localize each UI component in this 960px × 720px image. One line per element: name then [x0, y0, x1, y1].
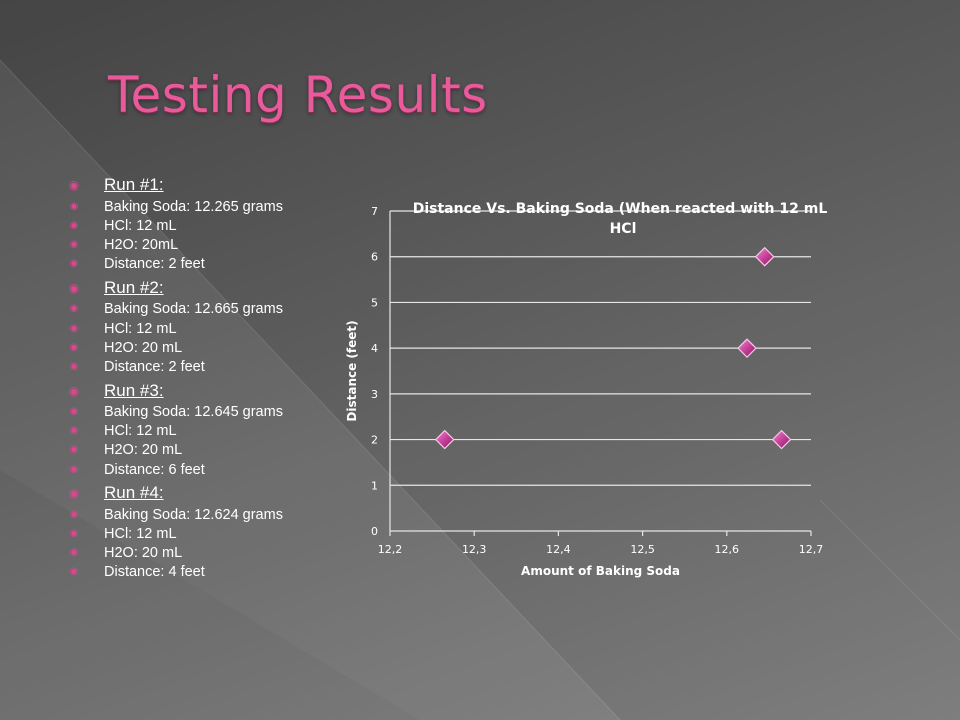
x-tick-label: 12,3: [462, 543, 487, 556]
run-detail-item: ◉ H2O: 20mL: [68, 235, 328, 254]
bullet-icon: ◉: [69, 463, 79, 475]
y-tick-label: 0: [371, 525, 378, 538]
slide-title: Testing Results: [108, 66, 488, 124]
bullet-icon: ◉: [69, 303, 79, 315]
x-tick-label: 12,2: [378, 543, 403, 556]
run-detail-text: Distance: 6 feet: [104, 461, 205, 478]
x-tick-label: 12,5: [630, 543, 655, 556]
y-axis-label: Distance (feet): [345, 320, 359, 421]
run-detail-item: ◉ HCl: 12 mL: [68, 216, 328, 235]
bullet-icon: ◉: [69, 508, 79, 520]
bullet-icon: ◉: [69, 566, 79, 578]
run-detail-item: ◉ HCl: 12 mL: [68, 524, 328, 543]
run-heading: ◉ Run #1:: [68, 173, 328, 197]
bullet-icon: ◉: [68, 486, 80, 501]
run-detail-item: ◉ HCl: 12 mL: [68, 319, 328, 338]
run-detail-text: H2O: 20 mL: [104, 339, 183, 356]
run-detail-item: ◉ Distance: 2 feet: [68, 255, 328, 274]
run-heading-label: Run #4:: [104, 483, 164, 503]
bullet-icon: ◉: [69, 406, 79, 418]
run-detail-text: Baking Soda: 12.624 grams: [104, 506, 283, 523]
x-axis-label: Amount of Baking Soda: [521, 564, 680, 578]
x-tick-label: 12,6: [715, 543, 740, 556]
x-tick-label: 12,4: [546, 543, 571, 556]
run-detail-item: ◉ Baking Soda: 12.265 grams: [68, 197, 328, 216]
run-heading-label: Run #3:: [104, 380, 164, 400]
run-detail-item: ◉ Baking Soda: 12.624 grams: [68, 505, 328, 524]
run-detail-text: H2O: 20 mL: [104, 545, 183, 562]
run-detail-text: HCl: 12 mL: [104, 423, 177, 440]
run-detail-text: HCl: 12 mL: [104, 217, 177, 234]
bullet-icon: ◉: [69, 425, 79, 437]
run-detail-text: HCl: 12 mL: [104, 526, 177, 543]
run-heading: ◉ Run #3:: [68, 379, 328, 403]
y-tick-label: 6: [371, 251, 378, 264]
run-detail-text: Baking Soda: 12.665 grams: [104, 301, 283, 318]
data-point-diamond: [434, 429, 455, 450]
run-detail-item: ◉ Baking Soda: 12.665 grams: [68, 300, 328, 319]
run-detail-text: Baking Soda: 12.645 grams: [104, 404, 283, 421]
bullet-icon: ◉: [68, 383, 80, 398]
run-heading: ◉ Run #2:: [68, 276, 328, 300]
run-detail-text: Distance: 2 feet: [104, 256, 205, 273]
run-detail-item: ◉ Distance: 4 feet: [68, 563, 328, 582]
data-point-diamond: [754, 246, 775, 267]
run-detail-item: ◉ HCl: 12 mL: [68, 422, 328, 441]
bullet-icon: ◉: [69, 238, 79, 250]
run-detail-text: H2O: 20mL: [104, 236, 179, 253]
run-heading: ◉ Run #4:: [68, 481, 328, 505]
run-detail-item: ◉ H2O: 20 mL: [68, 338, 328, 357]
run-detail-item: ◉ Distance: 6 feet: [68, 460, 328, 479]
bullet-icon: ◉: [69, 219, 79, 231]
bullet-icon: ◉: [69, 341, 79, 353]
y-tick-label: 2: [371, 434, 378, 447]
y-tick-label: 1: [371, 479, 378, 492]
chart-title-line-2: HCl: [610, 221, 637, 237]
run-detail-text: H2O: 20 mL: [104, 442, 183, 459]
y-tick-label: 4: [371, 342, 378, 355]
run-heading-label: Run #1:: [104, 175, 164, 194]
bullet-icon: ◉: [69, 322, 79, 334]
chart-title-line-1: Distance Vs. Baking Soda (When reacted w…: [413, 201, 828, 217]
bullet-icon: ◉: [68, 178, 80, 192]
y-tick-label: 7: [371, 205, 378, 218]
run-heading-label: Run #2:: [104, 277, 164, 297]
run-detail-item: ◉ H2O: 20 mL: [68, 544, 328, 563]
run-detail-item: ◉ Baking Soda: 12.645 grams: [68, 403, 328, 422]
data-point-diamond: [771, 429, 792, 450]
run-detail-item: ◉ Distance: 2 feet: [68, 357, 328, 376]
x-tick-label: 12,7: [799, 543, 824, 556]
run-detail-item: ◉ H2O: 20 mL: [68, 441, 328, 460]
y-tick-label: 5: [371, 296, 378, 309]
bullet-icon: ◉: [69, 444, 79, 456]
run-detail-text: Distance: 4 feet: [104, 564, 205, 581]
scatter-chart: 0 1 2 3 4 5 6 7 12,2 12,3 12,4 12,5 12,6 12,7 Distance…: [345, 201, 828, 578]
run-detail-text: HCl: 12 mL: [104, 320, 177, 337]
y-tick-label: 3: [371, 388, 378, 401]
run-list: ◉ Run #1: ◉ Baking Soda: 12.265 grams ◉ HCl: …: [68, 173, 328, 582]
bullet-icon: ◉: [69, 258, 79, 270]
bullet-icon: ◉: [68, 280, 80, 295]
data-point-diamond: [737, 338, 757, 358]
run-detail-text: Baking Soda: 12.265 grams: [104, 198, 283, 215]
run-detail-text: Distance: 2 feet: [104, 358, 205, 375]
bullet-icon: ◉: [69, 528, 79, 540]
bullet-icon: ◉: [69, 547, 79, 559]
bullet-icon: ◉: [69, 360, 79, 372]
bullet-icon: ◉: [69, 200, 79, 212]
